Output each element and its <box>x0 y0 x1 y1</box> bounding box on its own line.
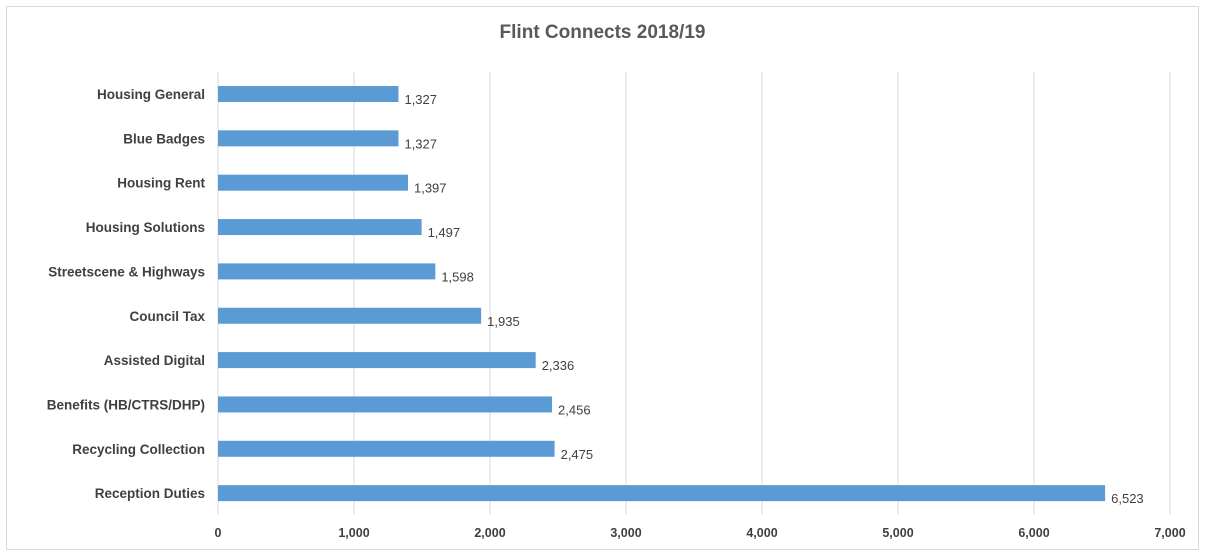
bar <box>218 219 422 236</box>
x-tick-label: 4,000 <box>746 526 777 540</box>
bar <box>218 440 555 457</box>
bar <box>218 352 536 369</box>
x-tick-label: 6,000 <box>1018 526 1049 540</box>
data-label: 2,336 <box>542 358 575 373</box>
data-label: 2,456 <box>558 402 591 417</box>
x-tick-label: 0 <box>215 526 222 540</box>
x-tick-label: 7,000 <box>1154 526 1185 540</box>
data-label: 1,397 <box>414 181 447 196</box>
category-label: Benefits (HB/CTRS/DHP) <box>47 397 205 412</box>
labels: 0 1,000 2,000 3,000 4,000 5,000 6,000 7,000 Hous… <box>47 87 1186 540</box>
x-tick-label: 1,000 <box>338 526 369 540</box>
data-label: 1,935 <box>487 314 520 329</box>
data-label: 2,475 <box>561 447 594 462</box>
category-label: Streetscene & Highways <box>48 264 205 279</box>
data-label: 1,497 <box>428 225 461 240</box>
bar <box>218 263 436 280</box>
bar <box>218 86 399 102</box>
bar <box>218 307 482 324</box>
data-label: 6,523 <box>1111 491 1144 506</box>
data-label: 1,327 <box>404 136 437 151</box>
bar <box>218 174 408 191</box>
x-tick-label: 5,000 <box>882 526 913 540</box>
category-label: Blue Badges <box>123 131 205 146</box>
bar <box>218 130 399 147</box>
category-label: Assisted Digital <box>104 353 205 368</box>
bars <box>218 86 1106 502</box>
category-label: Housing Rent <box>117 176 205 191</box>
category-label: Council Tax <box>129 309 205 324</box>
bar <box>218 485 1106 502</box>
category-label: Reception Duties <box>95 486 205 501</box>
category-label: Housing General <box>97 87 205 102</box>
bar <box>218 396 553 413</box>
x-tick-label: 2,000 <box>474 526 505 540</box>
category-label: Recycling Collection <box>72 442 205 457</box>
chart-area <box>6 6 1199 550</box>
category-label: Housing Solutions <box>86 220 205 235</box>
data-label: 1,327 <box>404 92 437 107</box>
gridlines <box>217 72 1171 515</box>
data-label: 1,598 <box>441 269 474 284</box>
chart-title: Flint Connects 2018/19 <box>499 22 706 43</box>
x-tick-label: 3,000 <box>610 526 641 540</box>
